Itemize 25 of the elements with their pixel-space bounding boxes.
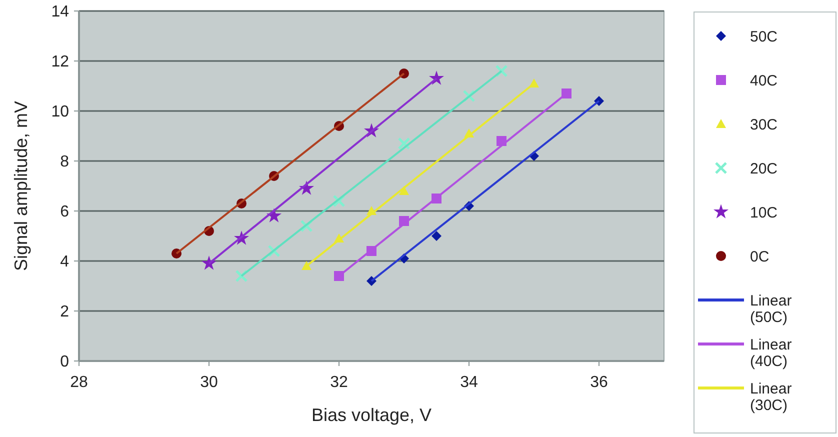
point — [432, 231, 442, 241]
y-tick-label: 12 — [51, 54, 70, 71]
x-axis-title: Bias voltage, V — [311, 405, 432, 425]
y-tick-label: 2 — [60, 304, 70, 321]
y-tick-label: 0 — [60, 354, 70, 371]
x-tick-label: 36 — [590, 374, 608, 391]
y-axis-title: Signal amplitude, mV — [11, 100, 31, 272]
legend-label: Linear (40C) — [750, 336, 792, 370]
legend-label: Linear (50C) — [750, 292, 792, 326]
x-tick-label: 28 — [70, 374, 88, 391]
y-tick-label: 6 — [60, 204, 70, 221]
legend-label: 10C — [750, 204, 778, 222]
y-tick-label: 10 — [51, 104, 70, 121]
y-tick-label: 4 — [60, 254, 70, 271]
legend-label: 40C — [750, 72, 778, 90]
legend-label: 20C — [750, 160, 778, 178]
legend-label: 30C — [750, 116, 778, 134]
x-tick-label: 30 — [200, 374, 218, 391]
x-tick-label: 32 — [330, 374, 348, 391]
legend-label: 50C — [750, 28, 778, 46]
y-tick-label: 14 — [51, 4, 70, 21]
y-tick-label: 8 — [60, 154, 70, 171]
legend-label: Linear (30C) — [750, 380, 792, 414]
legend-label: 0C — [750, 248, 770, 266]
x-tick-label: 34 — [460, 374, 478, 391]
